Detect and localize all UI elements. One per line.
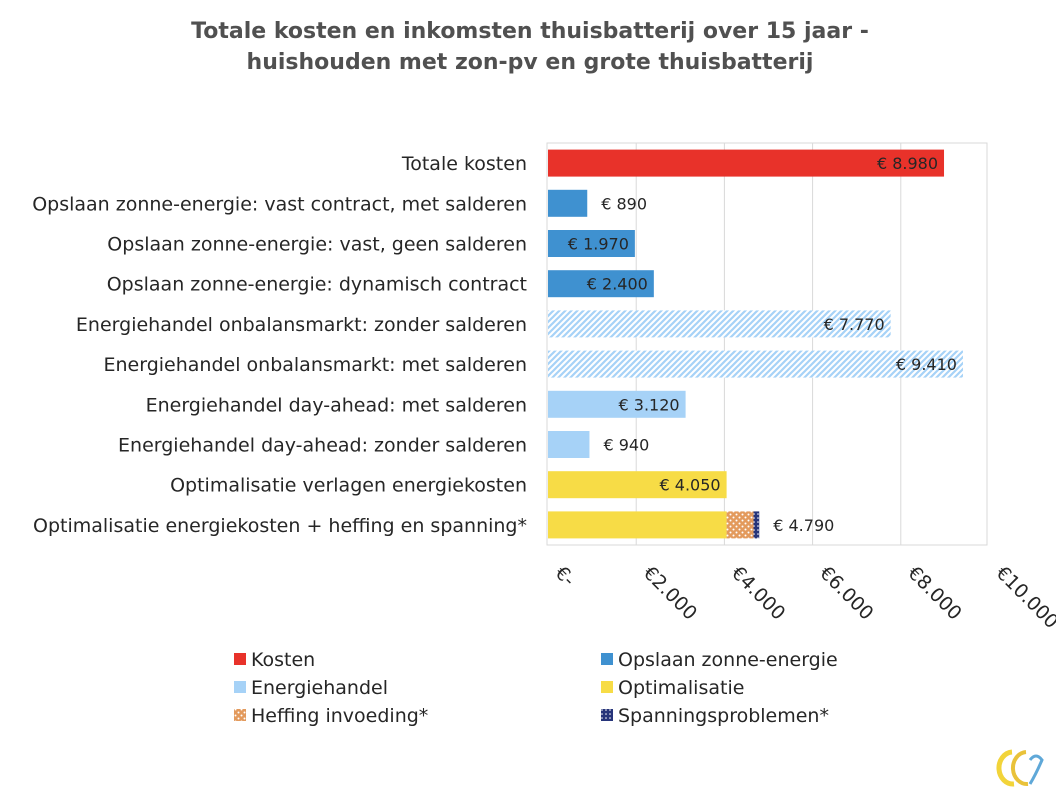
- x-tick-label: €2.000: [639, 562, 702, 625]
- category-labels: Totale kosten Opslaan zonne-energie: vast…: [32, 153, 527, 537]
- data-label: € 7.770: [824, 315, 885, 334]
- legend-label: Spanningsproblemen*: [618, 705, 829, 727]
- bar-segment-handel_hatch: [548, 310, 891, 338]
- bar-segment-optimalisatie: [548, 511, 727, 539]
- x-tick-label: €4.000: [727, 562, 790, 625]
- legend-swatch-heffing: [234, 709, 246, 721]
- legend-swatch-opslaan: [601, 653, 613, 665]
- data-label: € 1.970: [568, 235, 629, 254]
- category-label: Totale kosten: [401, 153, 527, 175]
- legend-label: Opslaan zonne-energie: [618, 649, 838, 671]
- legend-label: Energiehandel: [251, 677, 388, 699]
- bar-segment-spanning: [753, 511, 760, 539]
- category-label: Energiehandel day-ahead: met salderen: [146, 394, 527, 416]
- x-tick-label: €8.000: [903, 562, 966, 625]
- bar-segment-handel_hatch: [548, 350, 963, 378]
- legend: Kosten Opslaan zonne-energie Energiehandel…: [234, 649, 838, 727]
- bars: [548, 149, 963, 539]
- category-label: Energiehandel day-ahead: zonder salderen: [118, 435, 527, 457]
- data-label: € 3.120: [619, 395, 680, 414]
- category-label: Opslaan zonne-energie: vast, geen salder…: [107, 234, 527, 256]
- category-label: Energiehandel onbalansmarkt: met saldere…: [103, 354, 527, 376]
- bar-segment-heffing: [726, 511, 754, 539]
- plot-area: [546, 142, 988, 546]
- legend-label: Optimalisatie: [618, 677, 744, 699]
- data-label: € 4.790: [773, 516, 834, 535]
- category-label: Optimalisatie verlagen energiekosten: [170, 475, 527, 497]
- data-label: € 4.050: [660, 476, 721, 495]
- legend-swatch-optimalisatie: [601, 681, 613, 693]
- bar-segment-opslaan: [548, 270, 654, 298]
- logo-icon: [996, 749, 1044, 787]
- legend-swatch-kosten: [234, 653, 246, 665]
- bar-segment-kosten: [548, 149, 945, 177]
- bar-segment-optimalisatie: [548, 471, 727, 499]
- data-label: € 2.400: [587, 275, 648, 294]
- x-tick-label: €10.000: [991, 562, 1056, 633]
- data-label: € 8.980: [877, 154, 938, 173]
- category-label: Opslaan zonne-energie: vast contract, me…: [32, 193, 527, 215]
- category-label: Energiehandel onbalansmarkt: zonder sald…: [76, 314, 527, 336]
- data-labels: € 8.980 € 890 € 1.970 € 2.400 € 7.770 € 9.410…: [568, 154, 957, 535]
- bar-segment-opslaan: [548, 230, 635, 257]
- chart-title-line-1: Totale kosten en inkomsten thuisbatterij…: [191, 19, 869, 44]
- bar-segment-handel: [548, 390, 686, 418]
- data-label: € 890: [601, 194, 647, 213]
- legend-label: Kosten: [251, 649, 315, 671]
- x-axis-ticks: €- €2.000 €4.000 €6.000 €8.000 €10.000: [550, 562, 1056, 633]
- bar-segment-opslaan: [548, 189, 588, 217]
- x-tick-label: €-: [550, 562, 579, 591]
- data-label: € 940: [603, 436, 649, 455]
- data-label: € 9.410: [896, 355, 957, 374]
- x-tick-label: €6.000: [815, 562, 878, 625]
- legend-swatch-handel: [234, 681, 246, 693]
- legend-swatch-spanning: [601, 709, 613, 721]
- chart-title-line-2: huishouden met zon-pv en grote thuisbatt…: [247, 50, 814, 75]
- legend-label: Heffing invoeding*: [251, 705, 428, 727]
- bar-segment-handel: [548, 431, 590, 458]
- category-label: Opslaan zonne-energie: dynamisch contrac…: [107, 274, 527, 296]
- category-label: Optimalisatie energiekosten + heffing en…: [33, 515, 527, 537]
- chart-title: Totale kosten en inkomsten thuisbatterij…: [191, 19, 869, 75]
